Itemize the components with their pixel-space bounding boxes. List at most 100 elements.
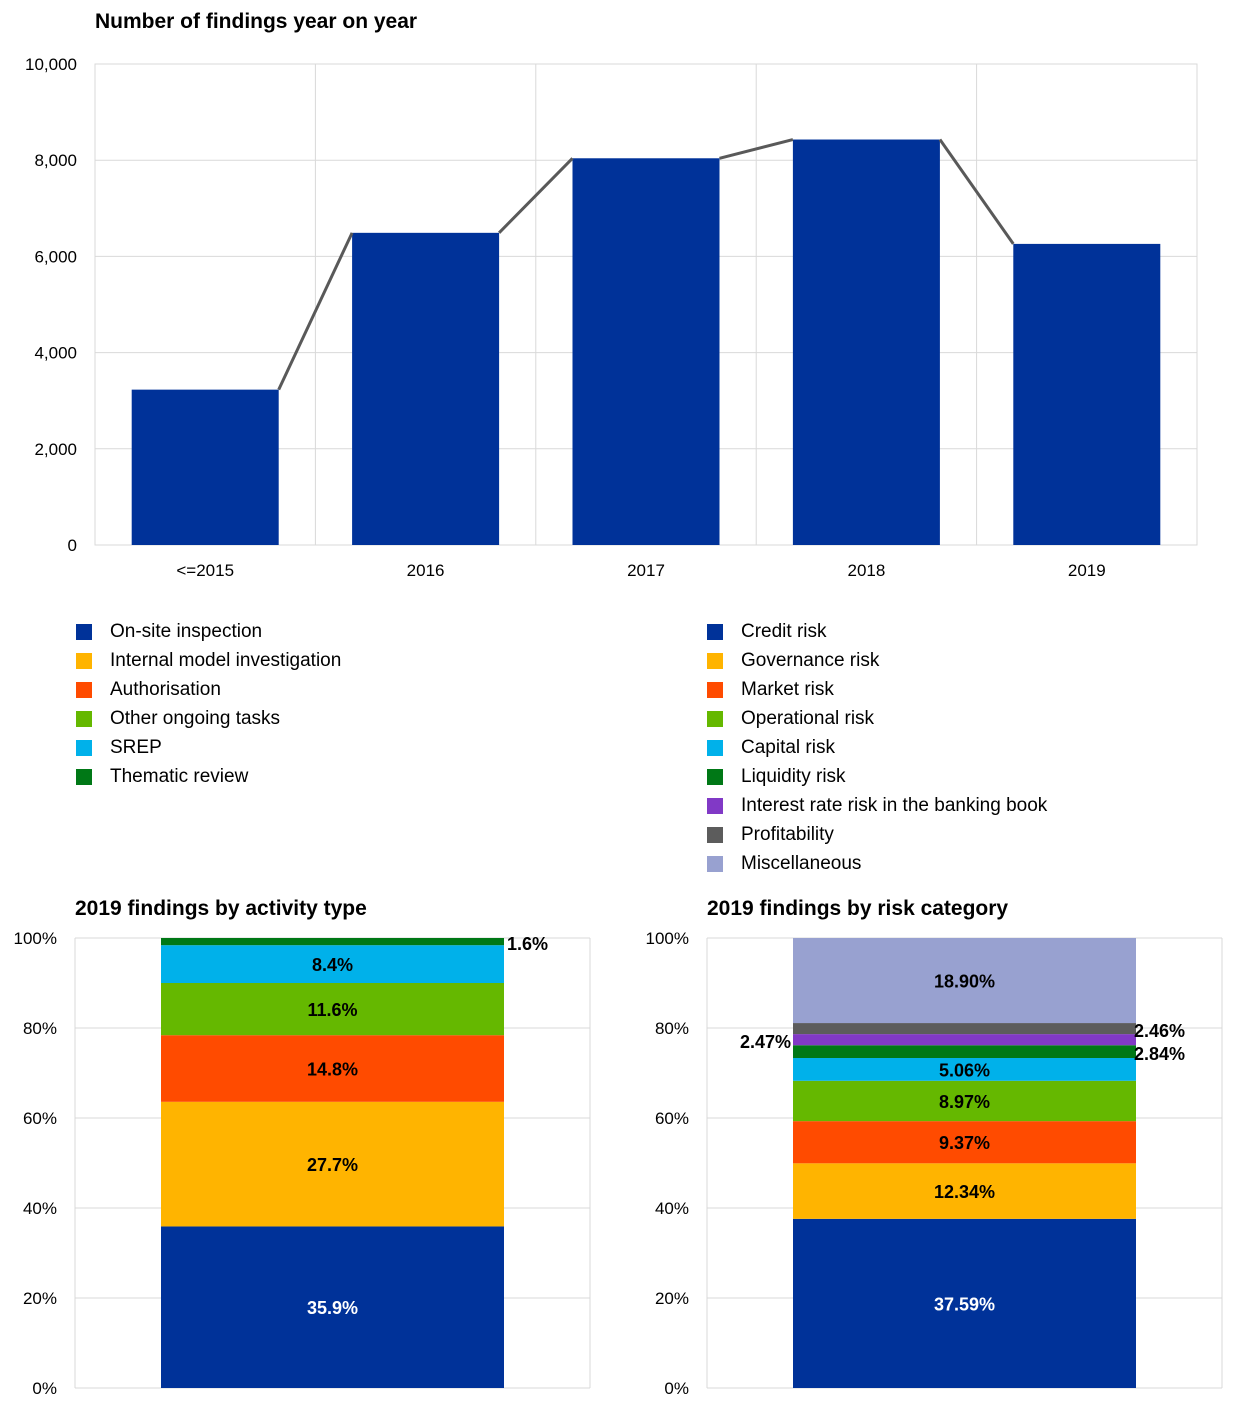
segment-thematic-review <box>161 938 504 946</box>
segment-governance-risk <box>793 1163 1136 1219</box>
legend-swatch <box>76 652 92 669</box>
legend-activity-type: On-site inspection Internal model investi… <box>76 617 341 791</box>
chart-title-risk-category: 2019 findings by risk category <box>707 897 1009 920</box>
data-label: 18.90% <box>934 972 995 992</box>
segment-operational-risk <box>793 1080 1136 1122</box>
segment-other-ongoing-tasks <box>161 983 504 1036</box>
segment-internal-model-investigation <box>161 1101 504 1227</box>
segment-authorisation <box>161 1035 504 1102</box>
data-label: 5.06% <box>939 1060 990 1080</box>
segment-market-risk <box>793 1121 1136 1164</box>
segment-on-site-inspection <box>161 1226 504 1388</box>
x-tick-label: 2017 <box>627 561 665 580</box>
x-tick-label: 2019 <box>1068 561 1106 580</box>
data-label: 2.47% <box>740 1032 791 1052</box>
y-tick-label: 80% <box>655 1019 689 1038</box>
data-label: 14.8% <box>307 1060 358 1080</box>
legend-item: Market risk <box>707 675 1047 704</box>
legend-label: Capital risk <box>741 736 835 758</box>
legend-swatch <box>707 652 723 669</box>
legend-label: Other ongoing tasks <box>110 707 281 729</box>
x-tick-label: 2018 <box>847 561 885 580</box>
legend-item: On-site inspection <box>76 617 341 646</box>
legend-swatch <box>707 681 723 698</box>
legend-label: Profitability <box>741 823 834 845</box>
data-label: 9.37% <box>939 1133 990 1153</box>
legend-swatch <box>76 739 92 756</box>
legend-swatch <box>707 826 723 843</box>
y-tick-label: 0 <box>68 536 77 555</box>
legend-item: Other ongoing tasks <box>76 704 341 733</box>
legend-swatch <box>707 710 723 727</box>
legend-label: Operational risk <box>741 707 875 729</box>
legend-label: Authorisation <box>110 678 221 700</box>
activity-type-plot <box>74 937 591 1389</box>
trend-line-segment <box>498 157 574 234</box>
segment-liquidity-risk <box>793 1045 1136 1059</box>
legend-label: Market risk <box>741 678 834 700</box>
legend-swatch <box>76 681 92 698</box>
legend-item: Miscellaneous <box>707 849 1047 878</box>
y-tick-label: 6,000 <box>34 247 77 266</box>
data-label: 27.7% <box>307 1155 358 1175</box>
legend-swatch <box>707 855 723 872</box>
y-tick-label: 8,000 <box>34 151 77 170</box>
data-label: 12.34% <box>934 1182 995 1202</box>
x-tick-label: 2016 <box>407 561 445 580</box>
bar-2 <box>572 158 720 545</box>
legend-risk-category: Credit risk Governance risk Market risk Ope… <box>707 617 1047 878</box>
data-label: 1.6% <box>507 934 548 954</box>
y-tick-label: 80% <box>23 1019 57 1038</box>
legend-item: Operational risk <box>707 704 1047 733</box>
legend-label: Miscellaneous <box>741 852 862 874</box>
legend-swatch <box>707 797 723 814</box>
legend-item: Credit risk <box>707 617 1047 646</box>
legend-swatch <box>76 710 92 727</box>
segment-srep <box>161 945 504 983</box>
chart-title-activity-type: 2019 findings by activity type <box>75 897 367 920</box>
y-tick-label: 0% <box>664 1379 689 1398</box>
legend-item: Thematic review <box>76 762 341 791</box>
segment-miscellaneous <box>793 938 1136 1024</box>
segment-profitability <box>793 1023 1136 1035</box>
y-tick-label: 0% <box>32 1379 57 1398</box>
y-tick-label: 10,000 <box>25 55 77 74</box>
y-tick-label: 60% <box>23 1109 57 1128</box>
legend-item: Profitability <box>707 820 1047 849</box>
x-tick-label: <=2015 <box>176 561 234 580</box>
bar-4 <box>1013 243 1161 546</box>
legend-swatch <box>76 623 92 640</box>
y-tick-label: 40% <box>23 1199 57 1218</box>
bar-1 <box>352 232 500 545</box>
legend-label: SREP <box>110 736 162 758</box>
y-tick-label: 2,000 <box>34 440 77 459</box>
risk-category-plot <box>706 937 1223 1389</box>
segment-interest-rate-risk-in-the-banking-book <box>793 1034 1136 1046</box>
legend-swatch <box>707 623 723 640</box>
data-label: 2.84% <box>1134 1044 1185 1064</box>
data-label: 8.4% <box>312 955 353 975</box>
legend-swatch <box>76 768 92 785</box>
legend-swatch <box>707 739 723 756</box>
legend-label: Thematic review <box>110 765 249 787</box>
bar-3 <box>792 139 940 545</box>
legend-item: Interest rate risk in the banking book <box>707 791 1047 820</box>
trend-line-segment <box>938 138 1015 245</box>
legend-item: Capital risk <box>707 733 1047 762</box>
data-label: 2.46% <box>1134 1021 1185 1041</box>
data-label: 8.97% <box>939 1092 990 1112</box>
data-label: 35.9% <box>307 1298 358 1318</box>
data-label: 11.6% <box>307 1000 357 1020</box>
legend-label: Governance risk <box>741 649 880 671</box>
legend-item: Authorisation <box>76 675 341 704</box>
legend-item: Governance risk <box>707 646 1047 675</box>
legend-label: Interest rate risk in the banking book <box>741 794 1048 816</box>
legend-item: Internal model investigation <box>76 646 341 675</box>
segment-capital-risk <box>793 1058 1136 1081</box>
y-tick-label: 100% <box>646 929 689 948</box>
y-tick-label: 4,000 <box>34 344 77 363</box>
y-tick-label: 20% <box>23 1289 57 1308</box>
y-tick-label: 20% <box>655 1289 689 1308</box>
bar-0 <box>131 389 279 545</box>
